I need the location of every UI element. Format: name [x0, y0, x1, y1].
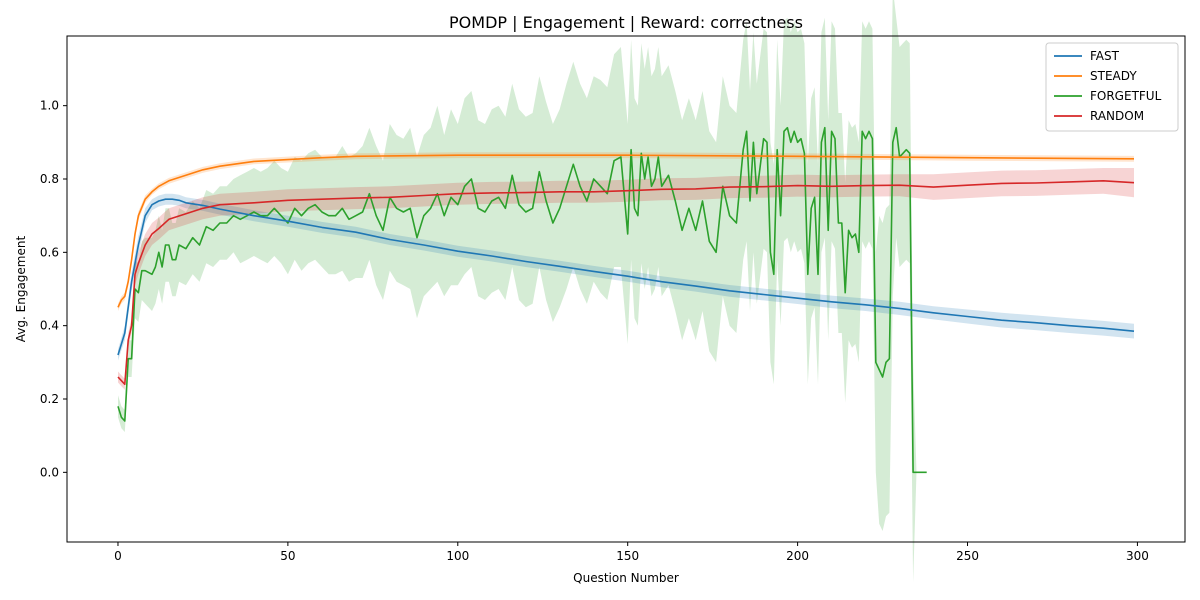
series-line-fast — [117, 198, 1135, 356]
legend-label-steady: STEADY — [1090, 69, 1137, 83]
chart-title: POMDP | Engagement | Reward: correctness — [449, 13, 803, 32]
y-tick-label: 0.2 — [40, 392, 59, 406]
y-tick-label: 0.4 — [40, 319, 59, 333]
legend-box — [1045, 42, 1179, 132]
x-tick-label: 150 — [616, 549, 639, 563]
series-line-steady — [117, 154, 1135, 308]
y-tick-label: 1.0 — [40, 99, 59, 113]
series-line-forgetful — [117, 126, 927, 474]
y-axis-ticks: 0.0 0.2 0.4 0.6 0.8 1.0 — [40, 99, 67, 479]
legend-label-random: RANDOM — [1090, 109, 1144, 123]
x-tick-label: 250 — [956, 549, 979, 563]
legend-label-fast: FAST — [1090, 49, 1120, 63]
x-tick-label: 300 — [1126, 549, 1149, 563]
y-tick-label: 0.6 — [40, 245, 59, 259]
x-tick-label: 200 — [786, 549, 809, 563]
series-line-random — [117, 180, 1135, 386]
plot-frame — [66, 35, 1186, 543]
y-axis-label: Avg. Engagement — [14, 236, 28, 343]
legend-label-forgetful: FORGETFUL — [1090, 89, 1162, 103]
y-tick-label: 0.8 — [40, 172, 59, 186]
band-steady — [118, 152, 1134, 311]
y-tick-label: 0.0 — [40, 465, 59, 479]
x-tick-label: 0 — [114, 549, 122, 563]
x-axis-ticks: 0 50 100 150 200 250 300 — [114, 542, 1149, 563]
x-tick-label: 50 — [280, 549, 295, 563]
x-tick-label: 100 — [446, 549, 469, 563]
x-axis-label: Question Number — [573, 571, 679, 585]
series-lines — [117, 126, 1135, 474]
band-random — [118, 168, 1134, 390]
band-forgetful — [118, 0, 927, 583]
legend: FAST STEADY FORGETFUL RANDOM — [1045, 42, 1179, 132]
